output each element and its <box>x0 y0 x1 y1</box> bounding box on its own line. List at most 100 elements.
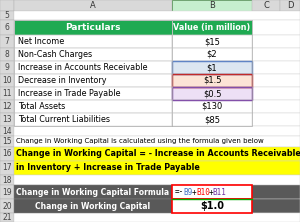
Text: 6: 6 <box>4 23 9 32</box>
Bar <box>0 74 14 87</box>
Bar <box>14 87 172 100</box>
Bar <box>172 87 252 100</box>
Bar <box>172 61 252 74</box>
Bar <box>14 161 300 175</box>
Bar <box>14 61 172 74</box>
Bar <box>0 213 14 222</box>
Text: B10: B10 <box>196 188 210 196</box>
Bar <box>14 35 300 48</box>
Text: 7: 7 <box>4 37 9 46</box>
Bar <box>14 113 300 126</box>
Text: Particulars: Particulars <box>65 23 121 32</box>
Text: in Inventory + Increase in Trade Payable: in Inventory + Increase in Trade Payable <box>16 163 200 172</box>
Bar <box>0 35 14 48</box>
Text: 13: 13 <box>2 115 12 124</box>
Text: A: A <box>90 1 96 10</box>
Text: B: B <box>209 1 215 10</box>
Bar <box>172 0 252 11</box>
Bar <box>172 185 252 199</box>
Bar <box>14 48 172 61</box>
Bar <box>0 0 14 11</box>
Bar <box>14 213 300 222</box>
Text: Decrease in Inventory: Decrease in Inventory <box>18 76 106 85</box>
Text: 18: 18 <box>2 176 12 184</box>
Text: 21: 21 <box>2 213 12 222</box>
Bar <box>14 20 252 126</box>
Bar <box>0 199 14 213</box>
Text: $1.0: $1.0 <box>200 201 224 211</box>
Bar <box>0 0 300 11</box>
Bar <box>172 199 252 213</box>
Text: Value (in million): Value (in million) <box>173 23 250 32</box>
Bar <box>172 87 252 100</box>
Bar <box>0 61 14 74</box>
Bar <box>0 175 14 185</box>
Text: B9: B9 <box>183 188 193 196</box>
Text: $1.5: $1.5 <box>203 76 221 85</box>
Text: $130: $130 <box>201 102 223 111</box>
Bar <box>172 100 252 113</box>
Text: 8: 8 <box>4 50 9 59</box>
Bar <box>0 136 14 147</box>
Bar <box>0 100 14 113</box>
Text: B11: B11 <box>213 188 227 196</box>
Text: Change in Working Capital Formula: Change in Working Capital Formula <box>16 188 169 196</box>
Text: Change in Working Capital is calculated using the formula given below: Change in Working Capital is calculated … <box>16 139 264 145</box>
Bar <box>0 48 14 61</box>
Bar <box>14 11 300 20</box>
Bar <box>0 147 14 161</box>
Text: 15: 15 <box>2 137 12 146</box>
Text: 17: 17 <box>2 163 12 172</box>
Text: Change in Working Capital = - Increase in Accounts Receivable + Decrease: Change in Working Capital = - Increase i… <box>16 149 300 159</box>
Text: 11: 11 <box>2 89 12 98</box>
Text: Increase in Trade Payable: Increase in Trade Payable <box>18 89 121 98</box>
Bar <box>14 147 300 161</box>
Bar <box>172 113 252 126</box>
Text: Non-Cash Charges: Non-Cash Charges <box>18 50 92 59</box>
Bar <box>172 20 252 35</box>
Text: Total Assets: Total Assets <box>18 102 65 111</box>
Text: $2: $2 <box>207 50 217 59</box>
Bar <box>280 0 300 11</box>
Text: 14: 14 <box>2 127 12 135</box>
Bar <box>252 0 280 11</box>
Text: 16: 16 <box>2 149 12 159</box>
Bar <box>14 100 172 113</box>
Bar <box>0 185 14 199</box>
Bar <box>14 100 300 113</box>
Text: 9: 9 <box>4 63 9 72</box>
Text: +: + <box>208 188 213 196</box>
Bar <box>0 87 14 100</box>
Bar <box>14 175 300 185</box>
Text: =-: =- <box>175 188 184 196</box>
Bar <box>14 136 300 147</box>
Bar <box>14 113 172 126</box>
Bar <box>172 74 252 87</box>
Text: Net Income: Net Income <box>18 37 64 46</box>
Bar <box>14 48 300 61</box>
Bar <box>14 126 300 136</box>
Text: 12: 12 <box>2 102 12 111</box>
Bar <box>14 185 172 199</box>
Text: $0.5: $0.5 <box>203 89 221 98</box>
Bar <box>14 0 172 11</box>
Bar <box>0 20 14 35</box>
Text: 5: 5 <box>4 11 9 20</box>
Bar <box>14 35 172 48</box>
Text: $85: $85 <box>204 115 220 124</box>
Text: 20: 20 <box>2 202 12 210</box>
Bar <box>14 185 300 199</box>
Bar <box>14 20 172 35</box>
Text: $1: $1 <box>207 63 217 72</box>
Bar <box>172 35 252 48</box>
Bar <box>14 20 300 35</box>
Text: D: D <box>287 1 293 10</box>
Bar <box>0 126 14 136</box>
Bar <box>0 113 14 126</box>
Bar <box>172 48 252 61</box>
Bar <box>172 74 252 87</box>
Bar <box>14 199 300 213</box>
Bar <box>0 161 14 175</box>
Bar <box>14 74 300 87</box>
Text: $15: $15 <box>204 37 220 46</box>
